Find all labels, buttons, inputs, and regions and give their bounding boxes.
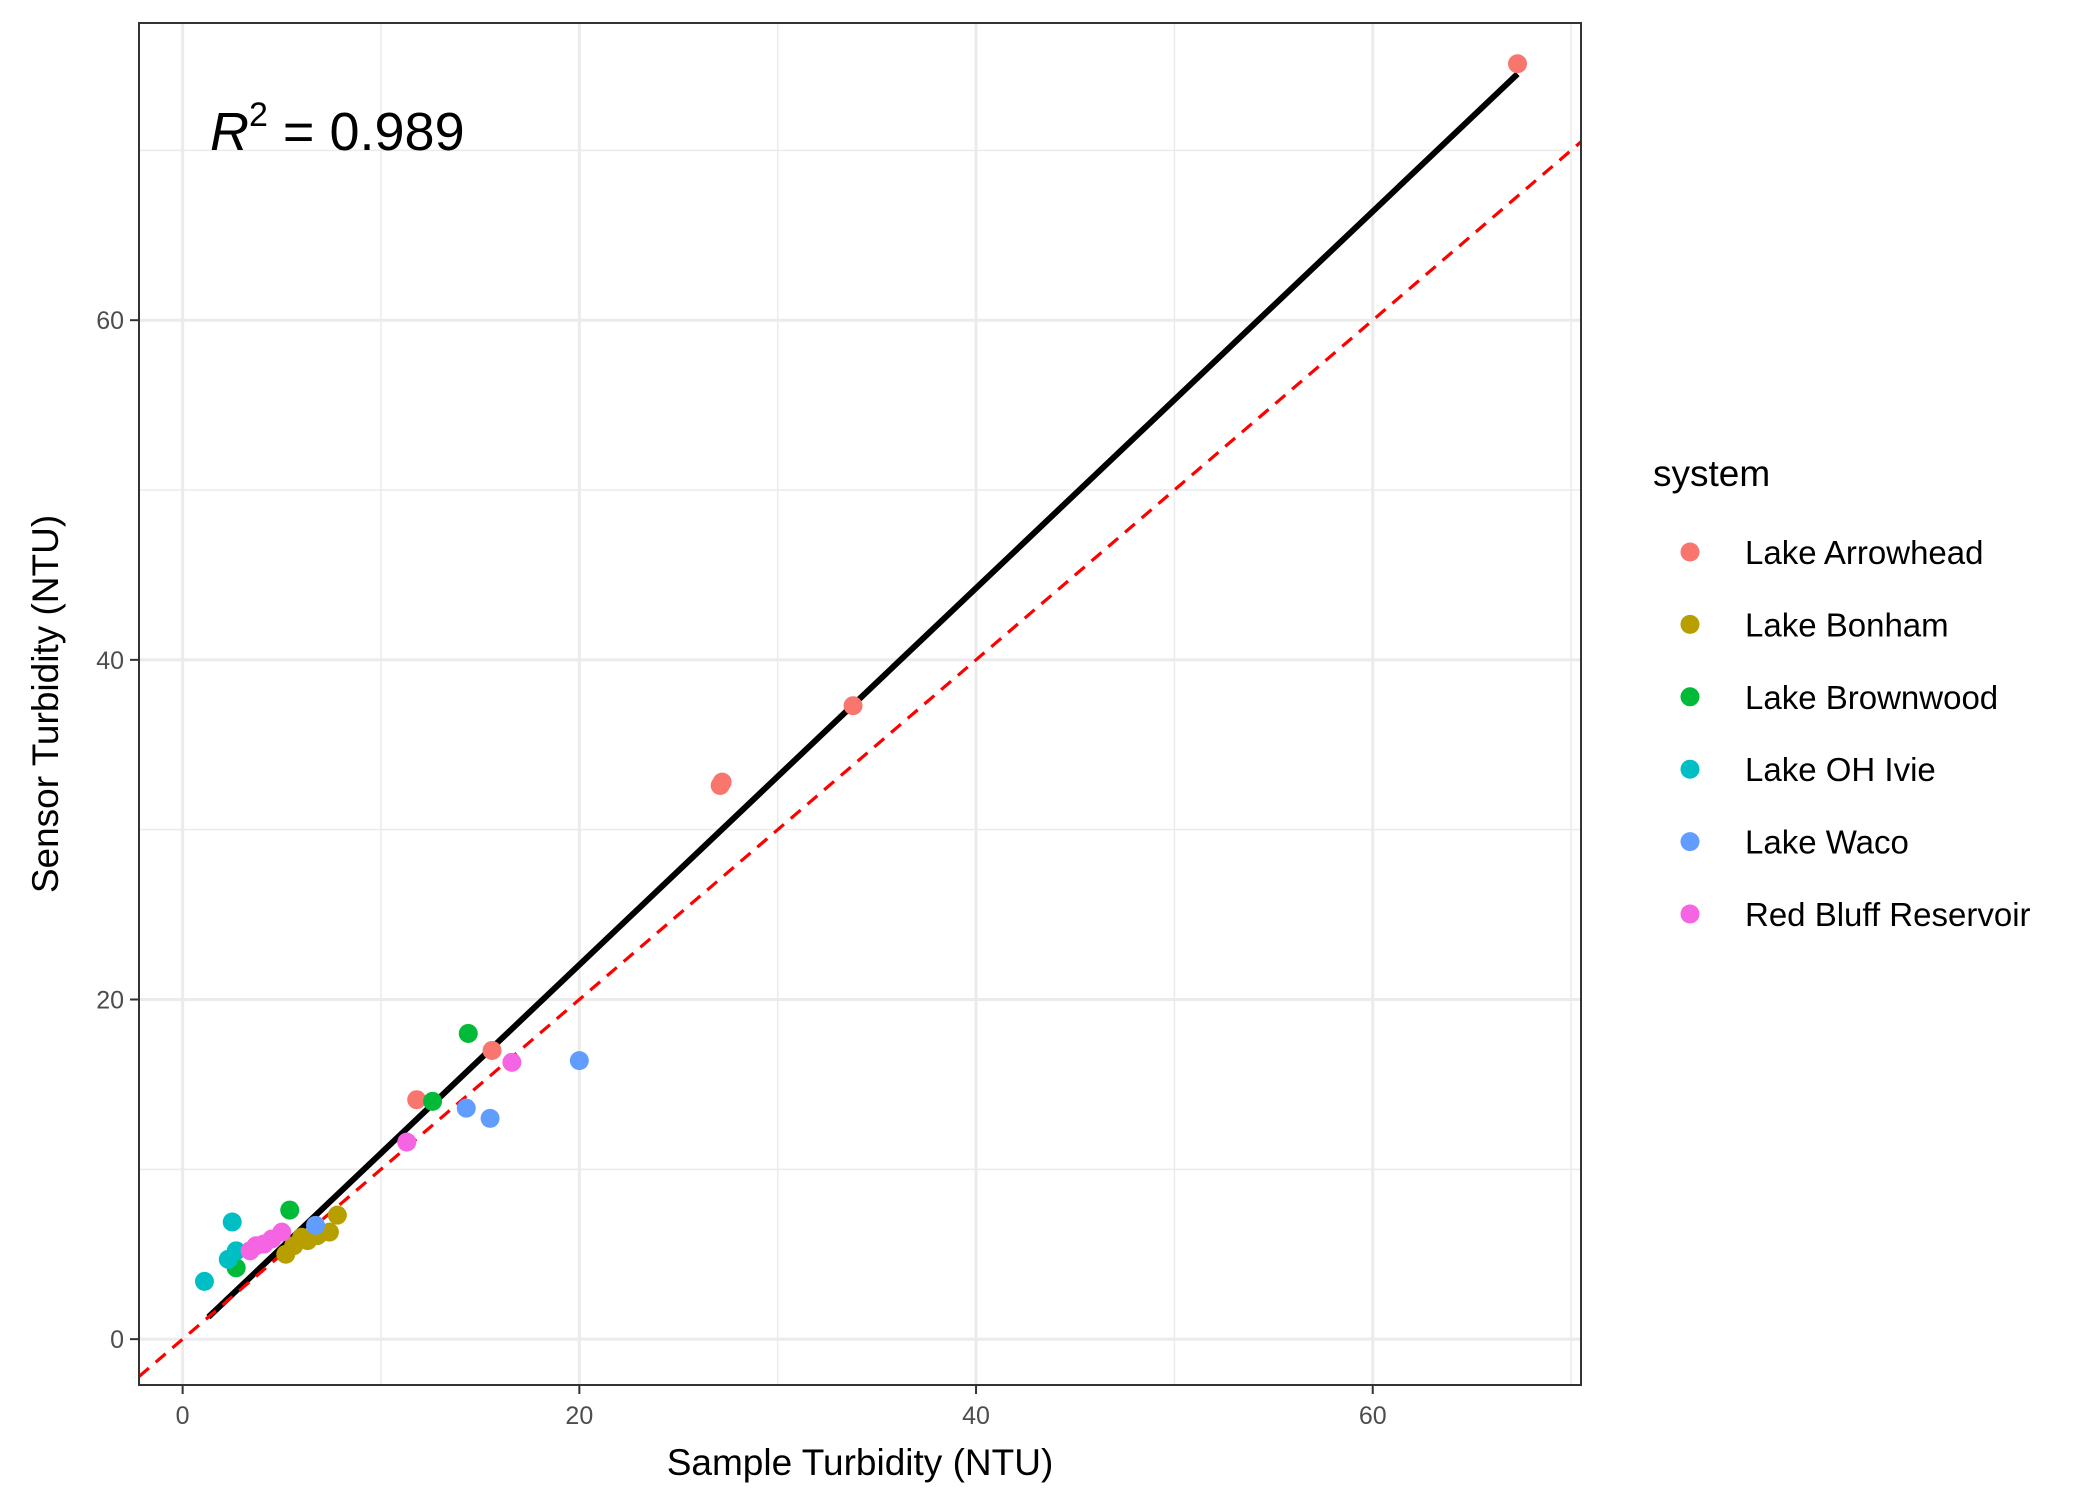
data-point: [218, 1249, 238, 1269]
data-point: [397, 1132, 417, 1152]
y-tick-label: 20: [96, 986, 124, 1014]
data-point: [284, 1236, 304, 1256]
data-point: [423, 1091, 443, 1111]
legend-key: [1680, 759, 1700, 779]
major-gridlines: [139, 23, 1581, 1385]
legend-key: [1680, 904, 1700, 924]
data-point: [710, 776, 730, 796]
legend-label: Red Bluff Reservoir: [1745, 896, 2031, 933]
data-point: [327, 1205, 347, 1225]
data-point: [1508, 54, 1528, 74]
r-symbol: R: [210, 102, 249, 162]
y-tick-label: 0: [110, 1326, 124, 1354]
regression-line: [206, 71, 1520, 1320]
y-axis-ticks: 0 20 40 60: [96, 307, 139, 1354]
x-tick-label: 40: [962, 1402, 990, 1430]
data-point: [306, 1215, 326, 1235]
reference-lines: [139, 71, 1581, 1378]
legend-title: system: [1653, 453, 1770, 494]
x-tick-label: 60: [1359, 1402, 1387, 1430]
r-squared-annotation: R2 = 0.989: [210, 96, 465, 162]
r-value: = 0.989: [268, 102, 465, 162]
y-axis-title: Sensor Turbidity (NTU): [25, 515, 66, 893]
data-point: [456, 1098, 476, 1118]
panel-border: [138, 22, 1582, 1386]
legend-label: Lake Arrowhead: [1745, 534, 1984, 571]
legend-key: [1680, 832, 1700, 852]
data-point: [480, 1108, 500, 1128]
legend-key: [1680, 542, 1700, 562]
identity-line: [139, 140, 1581, 1378]
x-axis-title: Sample Turbidity (NTU): [667, 1442, 1054, 1483]
data-point: [843, 696, 863, 716]
legend-key: [1680, 687, 1700, 707]
r-superscript: 2: [249, 96, 268, 134]
legend-label: Lake Brownwood: [1745, 679, 1998, 716]
data-point: [458, 1023, 478, 1043]
data-point: [569, 1051, 589, 1071]
data-point: [194, 1271, 214, 1291]
y-tick-label: 40: [96, 647, 124, 675]
x-tick-label: 20: [565, 1402, 593, 1430]
x-axis-ticks: 0 20 40 60: [176, 1385, 1387, 1430]
legend-label: Lake OH Ivie: [1745, 751, 1936, 788]
x-tick-label: 0: [176, 1402, 190, 1430]
data-point: [407, 1090, 427, 1110]
data-point: [502, 1052, 522, 1072]
data-point: [222, 1212, 242, 1232]
data-points: [194, 54, 1528, 1291]
data-point: [240, 1241, 260, 1261]
y-tick-label: 60: [96, 307, 124, 335]
data-point: [280, 1200, 300, 1220]
legend-label: Lake Waco: [1745, 824, 1909, 861]
data-point: [482, 1040, 502, 1060]
legend: system Lake Arrowhead Lake Bonham Lake Bro…: [1653, 453, 2031, 933]
legend-label: Lake Bonham: [1745, 606, 1949, 643]
legend-key: [1680, 614, 1700, 634]
